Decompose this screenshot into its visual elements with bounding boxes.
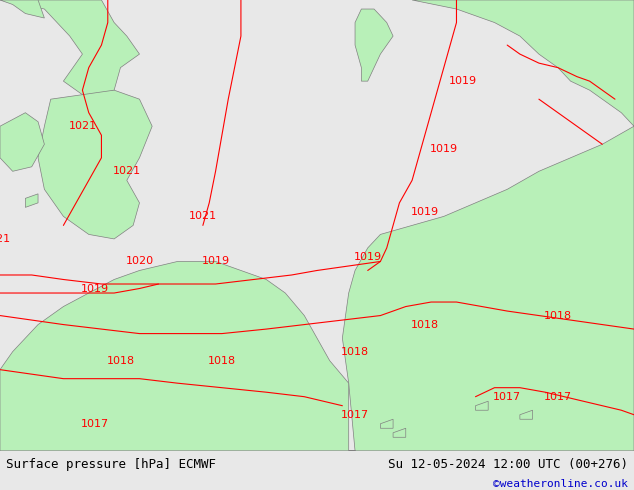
Circle shape <box>363 384 373 392</box>
Polygon shape <box>0 113 44 172</box>
Text: 1021: 1021 <box>113 166 141 176</box>
Text: 1019: 1019 <box>430 144 458 154</box>
Text: 1018: 1018 <box>107 356 134 366</box>
Text: 1019: 1019 <box>449 76 477 86</box>
Polygon shape <box>355 9 393 81</box>
Polygon shape <box>380 419 393 428</box>
Text: Su 12-05-2024 12:00 UTC (00+276): Su 12-05-2024 12:00 UTC (00+276) <box>387 458 628 471</box>
Polygon shape <box>342 126 634 451</box>
Polygon shape <box>412 0 634 126</box>
Text: ©weatheronline.co.uk: ©weatheronline.co.uk <box>493 479 628 489</box>
Text: 1018: 1018 <box>411 319 439 330</box>
Text: 1019: 1019 <box>411 207 439 217</box>
Text: 1017: 1017 <box>544 392 572 402</box>
Text: 1018: 1018 <box>341 346 369 357</box>
Text: 1017: 1017 <box>81 419 109 429</box>
Polygon shape <box>0 0 44 18</box>
Polygon shape <box>0 0 139 99</box>
Text: 1017: 1017 <box>493 392 521 402</box>
Text: 1020: 1020 <box>126 256 153 267</box>
Text: Surface pressure [hPa] ECMWF: Surface pressure [hPa] ECMWF <box>6 458 216 471</box>
Text: 1019: 1019 <box>202 256 230 267</box>
Polygon shape <box>25 194 38 207</box>
Text: 1019: 1019 <box>81 284 109 294</box>
Polygon shape <box>393 428 406 437</box>
Circle shape <box>375 384 385 392</box>
Text: 1021: 1021 <box>189 211 217 221</box>
Polygon shape <box>520 410 533 419</box>
Text: 1018: 1018 <box>208 356 236 366</box>
Polygon shape <box>38 90 152 239</box>
Text: 1017: 1017 <box>341 410 369 420</box>
Text: 521: 521 <box>0 234 11 244</box>
Text: 1018: 1018 <box>544 311 572 320</box>
Text: 1019: 1019 <box>354 252 382 262</box>
Polygon shape <box>476 401 488 410</box>
Text: 1021: 1021 <box>68 121 96 131</box>
Polygon shape <box>0 262 349 451</box>
